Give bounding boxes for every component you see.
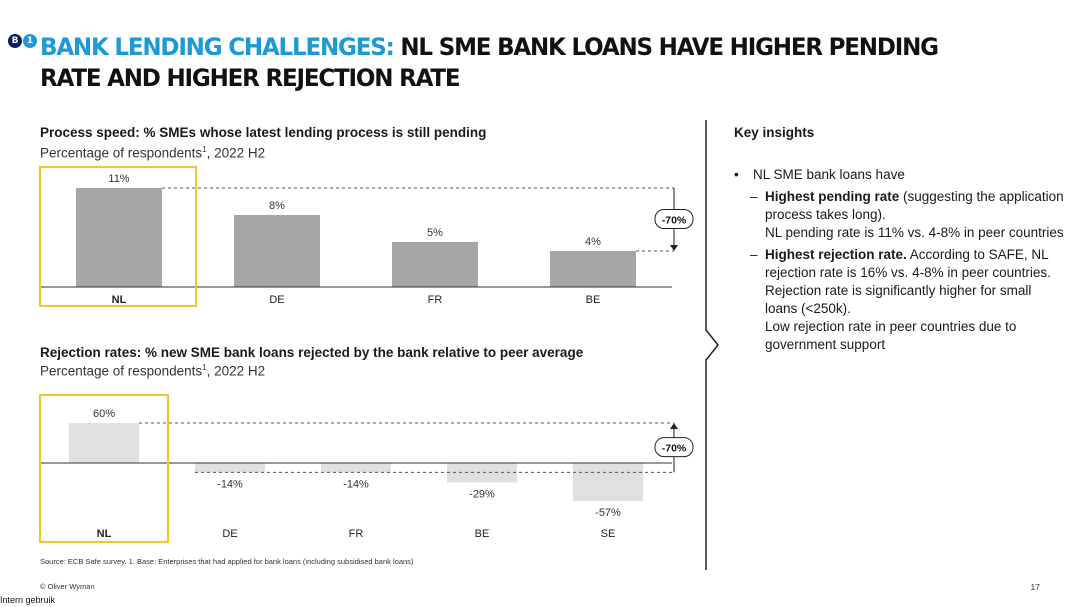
category-label-se: SE (601, 528, 616, 540)
annotation-arrow-head (670, 245, 678, 251)
copyright: © Oliver Wyman (40, 582, 95, 591)
chart1-subtitle-text: Percentage of respondents (40, 145, 203, 161)
annotation-bubble (654, 437, 694, 458)
chart1-subtitle: Percentage of respondents1, 2022 H2 (40, 145, 265, 161)
section-divider (705, 120, 719, 570)
category-label-fr: FR (349, 528, 364, 540)
category-label-nl: NL (112, 294, 127, 306)
category-label-be: BE (586, 294, 601, 306)
category-label-be: BE (475, 528, 490, 540)
bar-label-be: 4% (585, 236, 601, 248)
highlight-box-nl (39, 166, 197, 307)
category-label-de: DE (222, 528, 237, 540)
page-title: BANK LENDING CHALLENGES: NL SME BANK LOA… (40, 32, 940, 94)
insight-pending-heading: Highest pending rate (765, 189, 900, 204)
insight-rejection-heading: Highest rejection rate. (765, 247, 907, 262)
bar-fr (321, 463, 391, 473)
bar-label-fr: -14% (343, 478, 369, 490)
bar-se (573, 463, 643, 501)
bar-be (447, 463, 517, 483)
insight-pending-text: (suggesting the application process take… (765, 189, 1064, 222)
highlight-box-nl (39, 394, 169, 543)
category-label-fr: FR (428, 294, 443, 306)
bar-label-nl: 11% (108, 173, 129, 185)
category-label-de: DE (269, 294, 284, 306)
bar-de (195, 463, 265, 473)
bar-label-be: -29% (469, 488, 495, 500)
annotation-bubble (654, 209, 694, 229)
annotation-label: -70% (662, 443, 687, 455)
chart1-subtitle-footnote: 1 (202, 145, 207, 154)
bar-fr (392, 242, 478, 287)
bar-label-de: -14% (217, 478, 243, 490)
section-badge-number: 1 (23, 34, 37, 48)
insight-rejection: Highest rejection rate. According to SAF… (734, 246, 1064, 354)
bar-label-de: 8% (269, 200, 285, 212)
insight-pending-extra: NL pending rate is 11% vs. 4-8% in peer … (765, 225, 1064, 240)
chart2-title: Rejection rates: % new SME bank loans re… (40, 345, 584, 360)
section-badge-b: B (8, 34, 22, 48)
category-label-nl: NL (97, 528, 112, 540)
insights-bullet: NL SME bank loans have (734, 166, 1064, 184)
insight-rejection-extra: Low rejection rate in peer countries due… (765, 319, 1017, 352)
page-title-rest: NL SME BANK LOANS HAVE HIGHER PENDING RA… (40, 34, 939, 93)
section-badges: B 1 (8, 34, 37, 48)
bar-de (234, 215, 320, 287)
chart1-title: Process speed: % SMEs whose latest lendi… (40, 125, 487, 140)
classification-label: Intern gebruik (0, 595, 56, 605)
source-note: Source: ECB Safe survey. 1. Base: Enterp… (40, 557, 414, 566)
bar-label-nl: 60% (93, 408, 115, 420)
page-number: 17 (1030, 582, 1040, 592)
chart2-subtitle-text: Percentage of respondents (40, 363, 203, 379)
bar-label-se: -57% (595, 507, 621, 519)
bar-nl (76, 188, 162, 287)
bar-be (550, 251, 636, 287)
annotation-arrow-head (670, 423, 678, 429)
page-title-accent: BANK LENDING CHALLENGES: (40, 34, 395, 62)
insights-title: Key insights (734, 125, 815, 140)
chart2-subtitle-suffix: , 2022 H2 (206, 363, 266, 379)
bar-nl (69, 423, 139, 463)
pending-rate-chart: 11% NL 8% DE 5% FR 4% BE -70% (39, 166, 694, 307)
rejection-rate-chart: 60% NL -14% DE -14% FR -29% BE -57% SE -70% (39, 394, 694, 543)
chart2-subtitle-footnote: 1 (202, 363, 207, 372)
insight-rejection-text: According to SAFE, NL rejection rate is … (765, 247, 1051, 316)
insights-panel: NL SME bank loans have Highest pending r… (734, 166, 1064, 358)
bar-label-fr: 5% (427, 227, 443, 239)
chart1-subtitle-suffix: , 2022 H2 (206, 145, 266, 161)
insight-pending: Highest pending rate (suggesting the app… (734, 188, 1064, 242)
annotation-label: -70% (662, 215, 687, 227)
chart2-subtitle: Percentage of respondents1, 2022 H2 (40, 363, 265, 379)
